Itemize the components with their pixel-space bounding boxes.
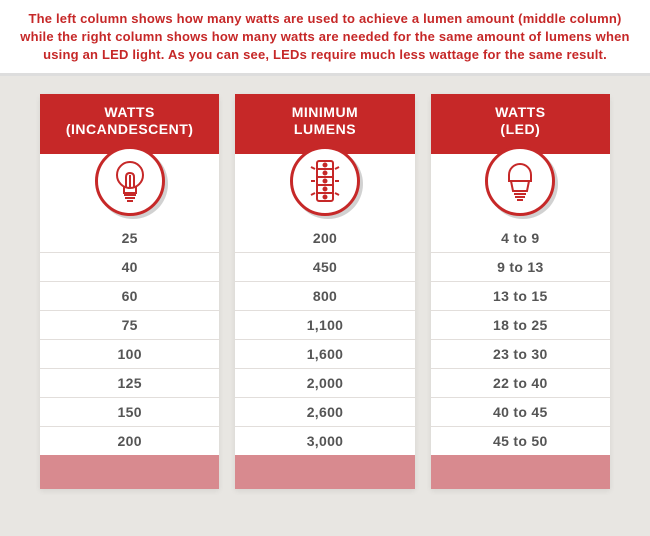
table-row: 22 to 40 (431, 369, 610, 398)
table-row: 2,600 (235, 398, 414, 427)
table-row: 2,000 (235, 369, 414, 398)
footer-band (235, 455, 414, 489)
table-row: 75 (40, 311, 219, 340)
table-row: 40 (40, 253, 219, 282)
table-row: 23 to 30 (431, 340, 610, 369)
caption-text: The left column shows how many watts are… (0, 0, 650, 76)
table-row: 200 (40, 427, 219, 455)
header-line1: MINIMUM (241, 104, 408, 122)
footer-band (40, 455, 219, 489)
table-row: 4 to 9 (431, 224, 610, 253)
table-row: 9 to 13 (431, 253, 610, 282)
table-row: 45 to 50 (431, 427, 610, 455)
column-header: WATTS (INCANDESCENT) (40, 94, 219, 154)
header-line2: (LED) (437, 121, 604, 139)
rows: 200 450 800 1,100 1,600 2,000 2,600 3,00… (235, 220, 414, 455)
icon-wrap (235, 146, 414, 216)
table-row: 60 (40, 282, 219, 311)
header-line2: (INCANDESCENT) (46, 121, 213, 139)
table-row: 25 (40, 224, 219, 253)
table-row: 150 (40, 398, 219, 427)
column-led: WATTS (LED) 4 to 9 9 to 13 (431, 94, 610, 489)
header-line2: LUMENS (241, 121, 408, 139)
table-row: 1,100 (235, 311, 414, 340)
table-row: 450 (235, 253, 414, 282)
table-row: 40 to 45 (431, 398, 610, 427)
icon-wrap (40, 146, 219, 216)
table-row: 200 (235, 224, 414, 253)
table-row: 3,000 (235, 427, 414, 455)
incandescent-bulb-icon (95, 146, 165, 216)
icon-wrap (431, 146, 610, 216)
column-header: WATTS (LED) (431, 94, 610, 154)
rows: 4 to 9 9 to 13 13 to 15 18 to 25 23 to 3… (431, 220, 610, 455)
footer-band (431, 455, 610, 489)
rows: 25 40 60 75 100 125 150 200 (40, 220, 219, 455)
table-row: 13 to 15 (431, 282, 610, 311)
led-bulb-icon (485, 146, 555, 216)
table-row: 125 (40, 369, 219, 398)
header-line1: WATTS (46, 104, 213, 122)
led-strip-icon (290, 146, 360, 216)
column-incandescent: WATTS (INCANDESCENT) 25 (40, 94, 219, 489)
table-row: 1,600 (235, 340, 414, 369)
header-line1: WATTS (437, 104, 604, 122)
table-row: 100 (40, 340, 219, 369)
column-header: MINIMUM LUMENS (235, 94, 414, 154)
table-row: 800 (235, 282, 414, 311)
comparison-panel: WATTS (INCANDESCENT) 25 (0, 76, 650, 489)
table-row: 18 to 25 (431, 311, 610, 340)
column-lumens: MINIMUM LUMENS (235, 94, 414, 489)
